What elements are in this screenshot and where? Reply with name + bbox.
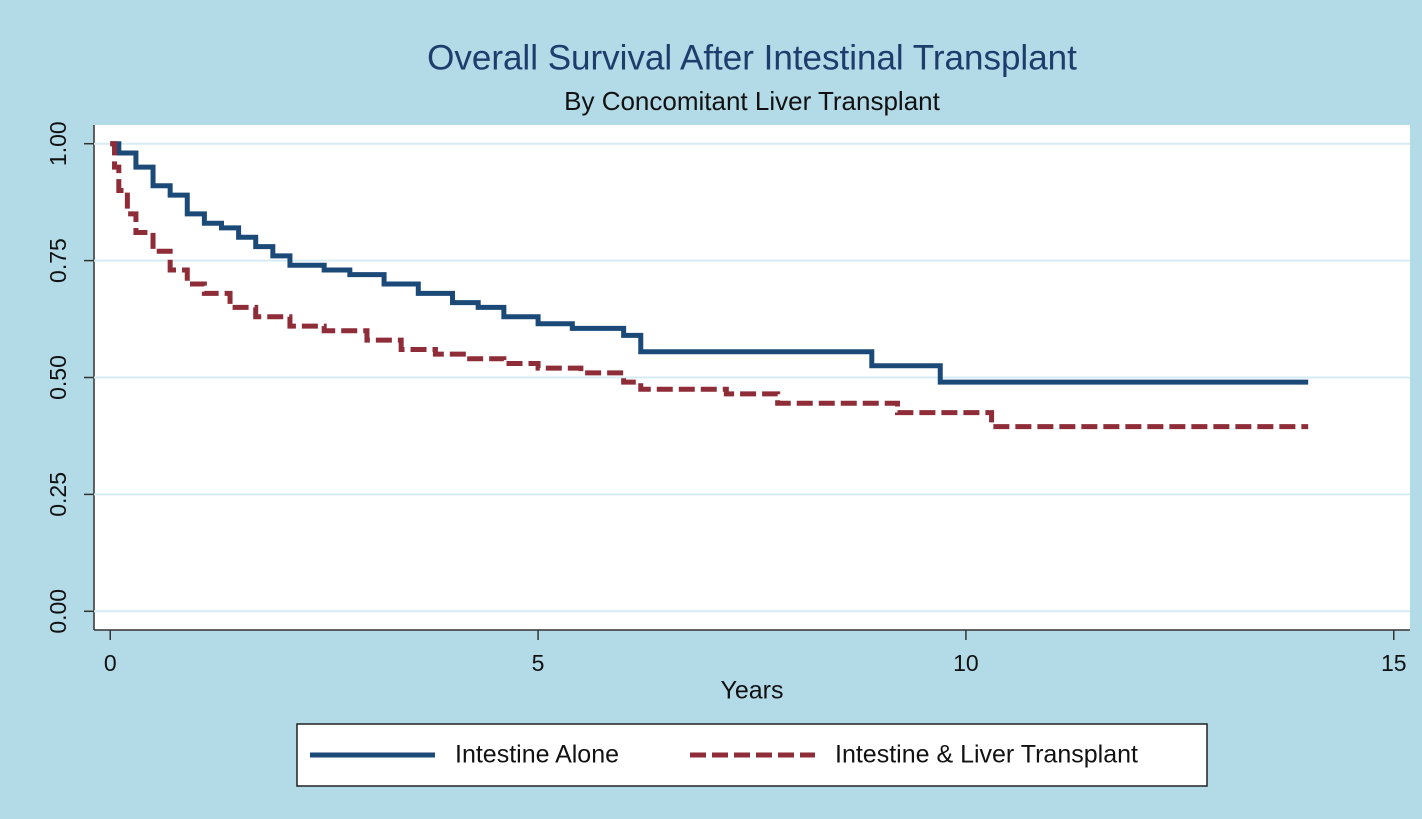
x-tick-label: 5: [532, 650, 545, 676]
y-tick-label: 0.75: [45, 238, 71, 283]
chart-subtitle: By Concomitant Liver Transplant: [564, 86, 941, 116]
x-axis-label: Years: [720, 677, 783, 705]
chart-title: Overall Survival After Intestinal Transp…: [427, 38, 1077, 77]
survival-curve: [110, 141, 1309, 385]
y-tick-label: 1.00: [45, 121, 71, 166]
y-tick-label: 0.50: [45, 355, 71, 400]
y-tick-label: 0.00: [45, 589, 71, 634]
x-tick-label: 15: [1381, 650, 1407, 676]
x-tick-label: 10: [953, 650, 979, 676]
legend-label: Intestine Alone: [455, 741, 619, 769]
survival-curve: [110, 141, 1309, 430]
x-tick-label: 0: [104, 650, 117, 676]
legend-label: Intestine & Liver Transplant: [835, 741, 1138, 769]
y-tick-label: 0.25: [45, 472, 71, 517]
legend: [296, 723, 1208, 787]
